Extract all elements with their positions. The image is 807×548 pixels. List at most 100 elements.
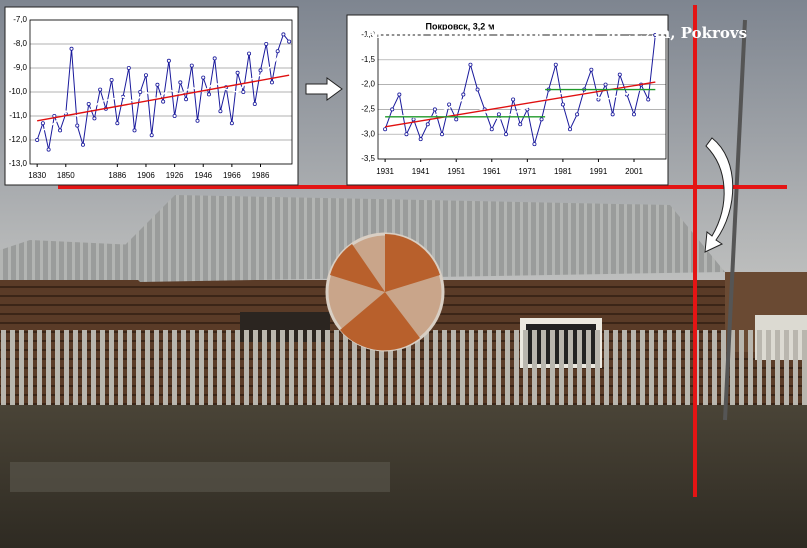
- data-point: [178, 80, 183, 85]
- data-point: [281, 32, 286, 37]
- curved-arrow: [704, 137, 734, 253]
- data-point: [172, 114, 177, 119]
- x-tick-label: 1991: [590, 167, 608, 176]
- data-point: [503, 132, 508, 137]
- data-point: [149, 133, 154, 138]
- chart-frame: [4, 6, 299, 186]
- data-point: [247, 51, 252, 56]
- x-tick-label: 1971: [518, 167, 536, 176]
- data-point: [461, 92, 466, 97]
- caption: Annual air: [49, 24, 139, 42]
- series-line: [42, 48, 284, 131]
- data-point: [241, 90, 246, 95]
- data-point: [475, 87, 480, 92]
- data-point: [132, 128, 137, 133]
- plot-frame: [29, 19, 293, 165]
- x-tick-label: 1906: [137, 171, 155, 180]
- y-tick-label: -2,5: [361, 105, 375, 114]
- data-point: [235, 70, 240, 75]
- data-point: [269, 80, 274, 85]
- data-point: [161, 99, 166, 104]
- data-point: [218, 109, 223, 114]
- data-point: [425, 122, 430, 127]
- y-tick-label: -1,0: [361, 30, 375, 39]
- data-point: [195, 118, 200, 123]
- data-point: [46, 147, 51, 152]
- x-tick-label: 1946: [194, 171, 212, 180]
- data-point: [589, 67, 594, 72]
- x-tick-label: 1986: [252, 171, 270, 180]
- data-point: [126, 66, 131, 71]
- data-point: [275, 49, 280, 54]
- data-point: [532, 142, 537, 147]
- data-point: [610, 112, 615, 117]
- data-point: [518, 122, 523, 127]
- data-point: [287, 39, 292, 44]
- data-point: [155, 82, 160, 87]
- data-point: [575, 112, 580, 117]
- data-point: [206, 92, 211, 97]
- arrow: [305, 77, 343, 101]
- data-point: [560, 102, 565, 107]
- data-point: [511, 97, 516, 102]
- x-tick-label: 1951: [447, 167, 465, 176]
- x-tick-label: 1981: [554, 167, 572, 176]
- y-tick-label: -11,0: [9, 111, 27, 120]
- data-point: [553, 62, 558, 67]
- data-point: [383, 127, 388, 132]
- x-tick-label: 2001: [625, 167, 643, 176]
- y-tick-label: -12,0: [9, 135, 28, 144]
- data-point: [390, 107, 395, 112]
- data-point: [189, 63, 194, 68]
- data-point: [617, 72, 622, 77]
- x-tick-label: 1926: [166, 171, 184, 180]
- data-point: [432, 107, 437, 112]
- data-point: [568, 127, 573, 132]
- data-point: [143, 73, 148, 78]
- y-tick-label: -2,0: [361, 80, 375, 89]
- chart-title: Покровск, 3,2 м: [426, 21, 495, 31]
- y-tick-label: -1,5: [361, 55, 375, 64]
- y-tick-label: -9,0: [13, 63, 27, 72]
- y-tick-label: -3,5: [361, 154, 375, 163]
- data-point: [258, 68, 263, 73]
- data-point: [411, 117, 416, 122]
- x-tick-label: 1886: [108, 171, 126, 180]
- data-point: [489, 127, 494, 132]
- data-point: [454, 117, 459, 122]
- data-point: [439, 132, 444, 137]
- data-point: [229, 121, 234, 126]
- y-tick-label: -13,0: [9, 159, 28, 168]
- data-point: [201, 75, 206, 80]
- data-point: [468, 62, 473, 67]
- data-point: [166, 58, 171, 63]
- data-point: [539, 117, 544, 122]
- data-point: [404, 132, 409, 137]
- data-point: [264, 42, 269, 47]
- data-point: [40, 121, 45, 126]
- x-tick-label: 1941: [412, 167, 430, 176]
- data-point: [98, 87, 103, 92]
- data-point: [92, 116, 97, 121]
- data-point: [80, 142, 85, 147]
- data-point: [496, 112, 501, 117]
- x-tick-label: 1961: [483, 167, 501, 176]
- data-point: [603, 82, 608, 87]
- x-tick-label: 1966: [223, 171, 241, 180]
- plot-frame: [377, 34, 667, 160]
- data-point: [184, 97, 189, 102]
- y-tick-label: -3,0: [361, 129, 375, 138]
- caption: Annual ground temperature at 3.2m, Pokro…: [364, 24, 747, 42]
- data-point: [397, 92, 402, 97]
- y-tick-label: -10,0: [9, 87, 28, 96]
- data-point: [109, 78, 114, 83]
- series-line: [37, 74, 290, 122]
- x-tick-label: 1931: [376, 167, 394, 176]
- x-tick-label: 1830: [28, 171, 46, 180]
- y-tick-label: -8,0: [13, 39, 27, 48]
- data-point: [646, 97, 651, 102]
- data-point: [75, 123, 80, 128]
- data-point: [252, 102, 257, 107]
